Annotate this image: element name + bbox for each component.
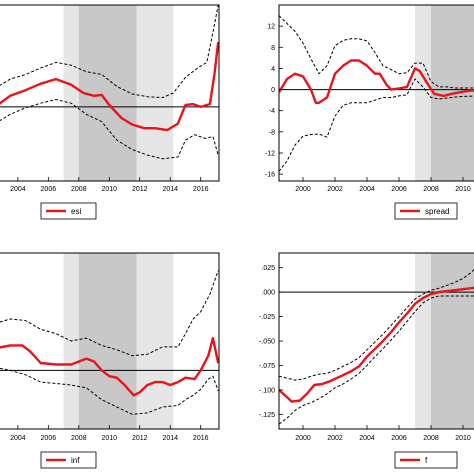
f-x-tick-label: 2000 (295, 435, 311, 442)
f-shade-band-0 (415, 253, 431, 429)
esi-x-tick-label: 2010 (101, 186, 117, 193)
spread-upper-band-line (279, 15, 474, 89)
esi-lower-band-line (0, 99, 219, 160)
spread-x-tick-label: 2008 (423, 186, 439, 193)
f-shade-band-1 (431, 253, 474, 429)
f-y-tick-label: -.025 (259, 314, 275, 321)
inf-legend-box (40, 451, 97, 469)
inf-estimate-line (0, 336, 219, 397)
spread-x-tick-label: 2002 (327, 186, 343, 193)
spread-shade-band-0 (415, 5, 431, 181)
f-x-tick-label: 2002 (327, 435, 343, 442)
esi-x-tick-label: 2016 (193, 186, 209, 193)
spread-y-tick-label: -4 (269, 108, 275, 115)
f-legend: f (394, 451, 458, 469)
spread-legend: spread (394, 202, 458, 220)
spread-lower-band-line (279, 78, 474, 172)
f-x-tick-label: 2008 (423, 435, 439, 442)
esi-legend-label: esi (71, 207, 81, 216)
spread-y-tick-label: -8 (269, 129, 275, 136)
f-y-tick-label: -.100 (259, 387, 275, 394)
spread-y-tick-label: -12 (265, 150, 275, 157)
inf-legend-label: inf (71, 456, 80, 465)
f-y-tick-label: .025 (261, 265, 275, 272)
spread-legend-label: spread (425, 207, 449, 216)
esi-shade-band-0 (63, 5, 79, 181)
esi-plot-area (0, 5, 219, 181)
f-lower-band-line (279, 295, 474, 425)
f-y-tick-label: .000 (261, 290, 275, 297)
f-x-tick-label: 2010 (455, 435, 471, 442)
spread-estimate-line (279, 59, 474, 104)
spread-x-tick-label: 2004 (359, 186, 375, 193)
inf-plot-frame (0, 252, 220, 430)
inf-panel: 2004 2006 2008 2010 2012 2014 2016 inf (0, 252, 220, 469)
f-plot-area (279, 253, 474, 429)
spread-y-tick-label: 8 (271, 45, 275, 52)
inf-legend: inf (40, 451, 97, 469)
esi-shade-band-1 (78, 5, 137, 181)
inf-x-tick-label: 2016 (193, 435, 209, 442)
f-upper-band-line (279, 268, 474, 381)
f-x-tick-label: 2004 (359, 435, 375, 442)
inf-shade-band-1 (78, 253, 137, 429)
spread-x-tick-label: 2006 (391, 186, 407, 193)
esi-legend-box (40, 202, 97, 220)
spread-plot-frame (278, 4, 474, 182)
spread-y-tick-label: -16 (265, 172, 275, 179)
inf-plot-area (0, 253, 219, 429)
f-estimate-line (279, 286, 474, 403)
inf-lower-band-line (0, 367, 219, 415)
esi-x-tick-label: 2006 (41, 186, 57, 193)
f-y-tick-label: -.125 (259, 412, 275, 419)
esi-x-tick-label: 2008 (71, 186, 87, 193)
inf-upper-band-line (0, 270, 219, 357)
esi-x-tick-label: 2012 (132, 186, 148, 193)
spread-y-tick-label: 0 (271, 87, 275, 94)
spread-legend-box (394, 202, 458, 220)
inf-x-tick-label: 2008 (71, 435, 87, 442)
f-legend-label: f (425, 456, 428, 465)
esi-panel: 2004 2006 2008 2010 2012 2014 2016 esi (0, 4, 220, 220)
esi-legend: esi (40, 202, 97, 220)
esi-estimate-line (0, 41, 219, 132)
f-y-tick-label: -.050 (259, 339, 275, 346)
spread-x-tick-label: 2010 (455, 186, 471, 193)
inf-x-tick-label: 2010 (101, 435, 117, 442)
esi-shade-band-2 (136, 5, 174, 181)
inf-x-tick-label: 2004 (10, 435, 26, 442)
spread-panel: 2000 2002 2004 2006 2008 2010 -16 -12 -8 -4 0 4 8 12 s… (265, 4, 474, 220)
esi-x-tick-label: 2004 (10, 186, 26, 193)
f-legend-box (394, 451, 458, 469)
inf-x-tick-label: 2006 (41, 435, 57, 442)
f-x-tick-label: 2006 (391, 435, 407, 442)
f-panel: 2000 2002 2004 2006 2008 2010 -.125 -.100 -.075 -… (259, 252, 474, 469)
spread-x-tick-label: 2000 (295, 186, 311, 193)
esi-x-tick-label: 2014 (162, 186, 178, 193)
inf-x-tick-label: 2012 (132, 435, 148, 442)
esi-upper-band-line (0, 5, 219, 99)
inf-shade-band-2 (136, 253, 174, 429)
esi-plot-frame (0, 4, 220, 182)
spread-y-tick-label: 4 (271, 66, 275, 73)
spread-y-tick-label: 12 (267, 24, 275, 31)
f-y-tick-label: -.075 (259, 363, 275, 370)
inf-x-tick-label: 2014 (162, 435, 178, 442)
spread-plot-area (279, 5, 474, 181)
